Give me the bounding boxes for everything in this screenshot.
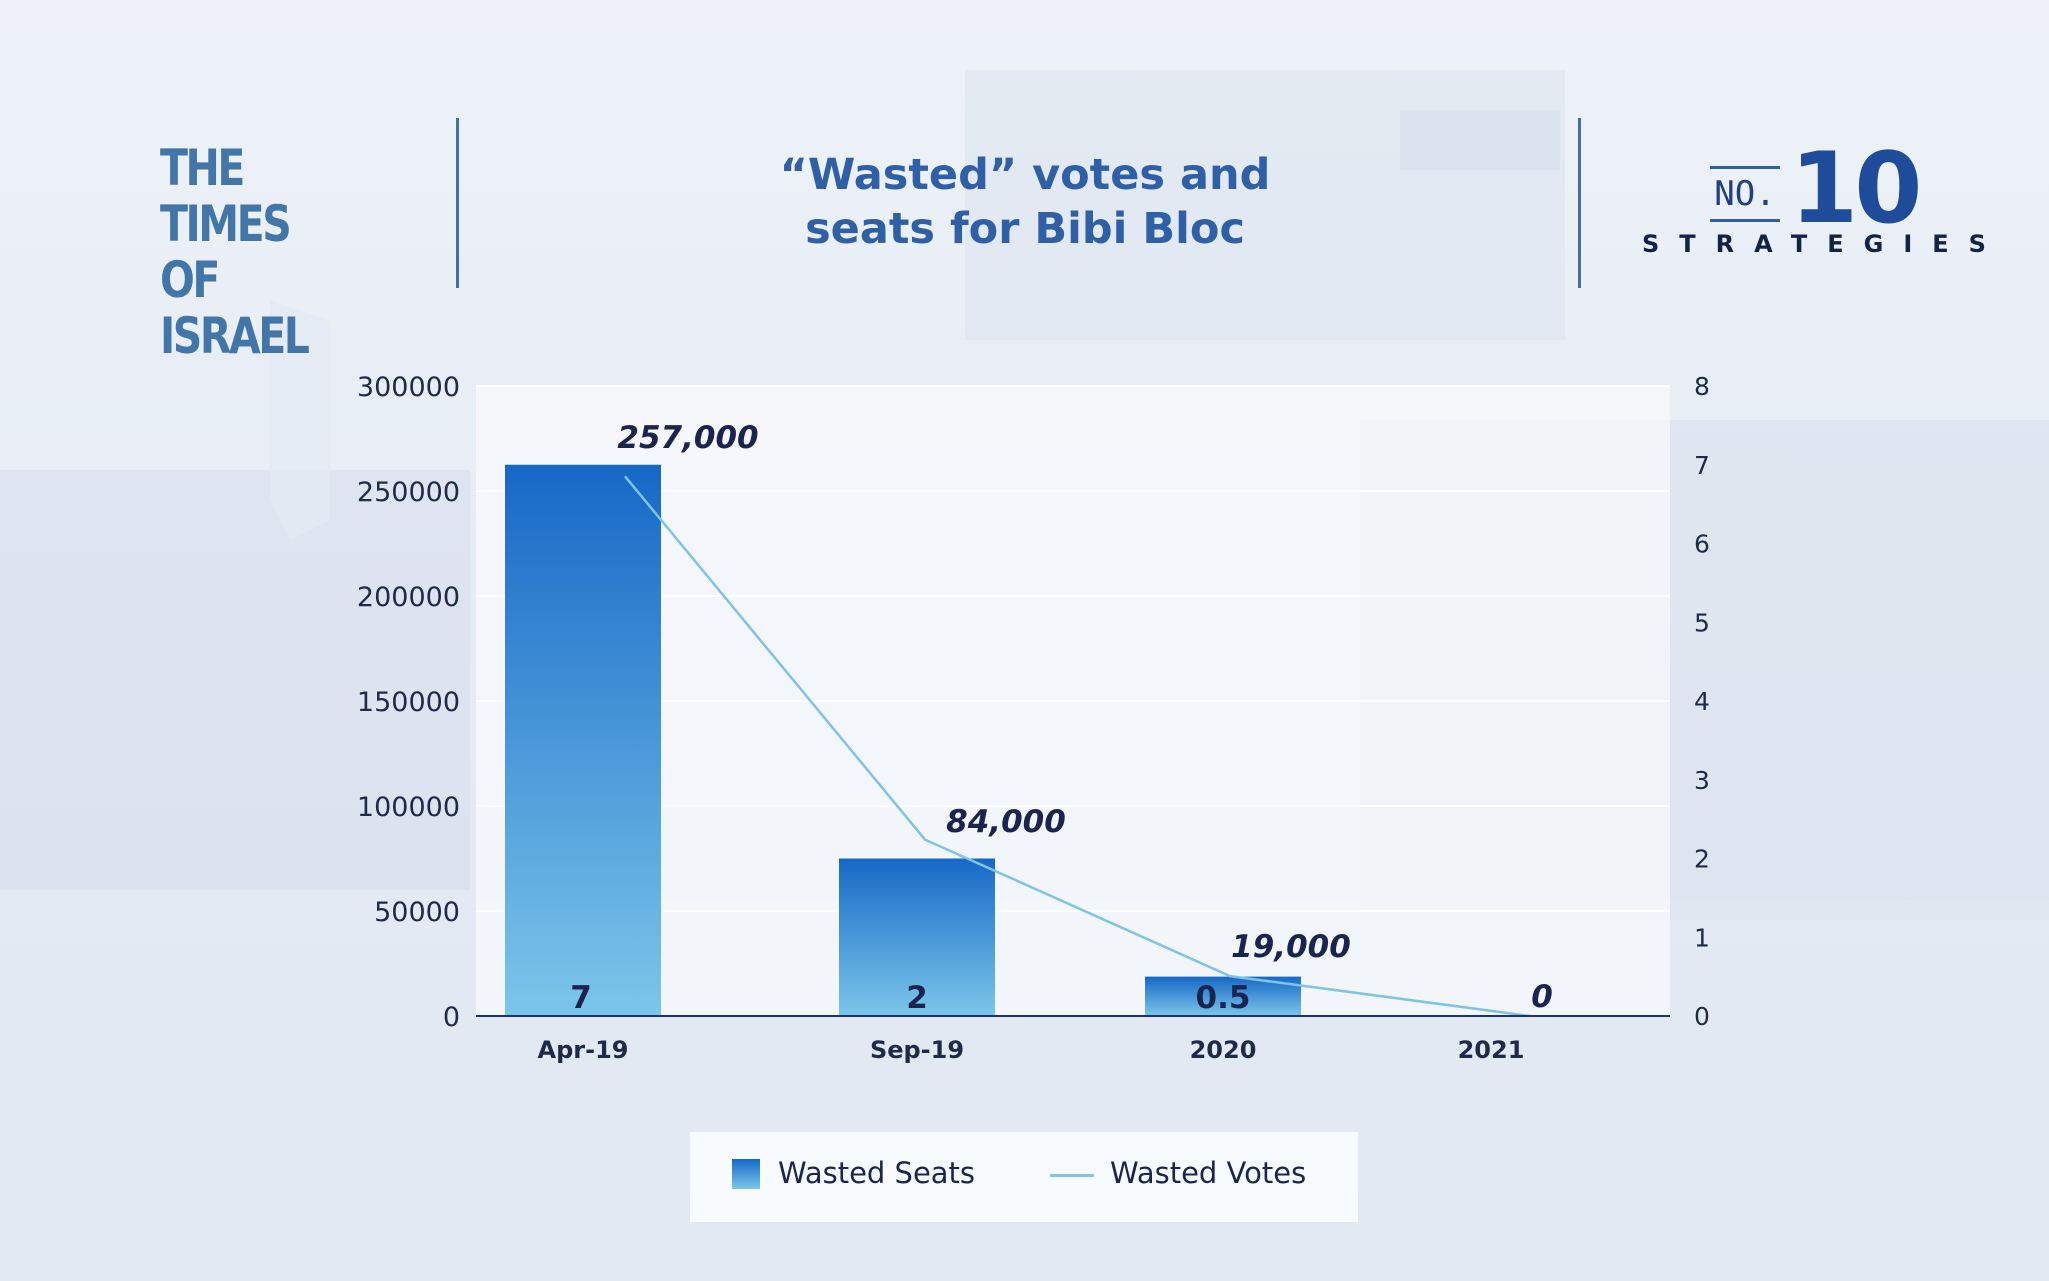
logo-line-2: OF ISRAEL <box>160 251 310 365</box>
x-tick: Sep-19 <box>870 1036 964 1064</box>
data-labels: 7 2 0.5 257,000 84,000 19,000 0 <box>570 420 1553 1016</box>
data-label-votes: 84,000 <box>946 804 1066 840</box>
header-divider-right <box>1578 118 1581 288</box>
axes: 0 50000 100000 150000 200000 250000 300000 0 1 2 3… <box>357 372 1710 1064</box>
bars <box>505 464 1301 1016</box>
y-tick-right: 8 <box>1694 372 1710 401</box>
y-tick-right: 0 <box>1694 1002 1710 1031</box>
data-label-seats: 7 <box>570 980 592 1016</box>
chart-title-line-2: seats for Bibi Bloc <box>805 204 1245 254</box>
brand-subtitle: STRATEGIES <box>1642 230 2006 258</box>
x-tick: 2020 <box>1190 1036 1257 1064</box>
bar-wasted-seats <box>839 858 995 1016</box>
votes-line <box>624 475 1531 1018</box>
logo-line-1: THE TIMES <box>160 139 292 253</box>
legend-swatch-votes <box>1050 1174 1094 1177</box>
chart-title-line-1: “Wasted” votes and <box>779 150 1271 200</box>
y-tick-right: 3 <box>1694 766 1710 795</box>
y-tick-left: 250000 <box>357 477 460 508</box>
data-label-seats: 2 <box>906 980 928 1016</box>
y-tick-left: 150000 <box>357 687 460 718</box>
y-tick-left: 100000 <box>357 792 460 823</box>
bar-wasted-seats <box>505 464 661 1016</box>
legend-swatch-seats <box>732 1159 760 1189</box>
chart-title: “Wasted” votes and seats for Bibi Bloc <box>620 148 1430 256</box>
legend-label-votes: Wasted Votes <box>1110 1156 1307 1190</box>
legend: Wasted Seats Wasted Votes <box>690 1132 1358 1222</box>
data-label-seats: 0.5 <box>1196 980 1251 1016</box>
y-tick-left: 50000 <box>374 897 460 928</box>
y-tick-right: 4 <box>1694 687 1710 716</box>
brand-number: 10 <box>1790 132 1922 246</box>
y-tick-right: 2 <box>1694 845 1710 874</box>
y-tick-left: 300000 <box>357 372 460 403</box>
x-tick: Apr-19 <box>538 1036 629 1064</box>
y-tick-left: 200000 <box>357 582 460 613</box>
brand-no: NO. <box>1710 166 1780 222</box>
data-label-votes: 0 <box>1531 979 1553 1015</box>
data-label-votes: 257,000 <box>617 420 758 456</box>
line-wasted-votes <box>624 475 1531 1018</box>
y-tick-right: 1 <box>1694 923 1710 952</box>
legend-label-seats: Wasted Seats <box>778 1156 976 1190</box>
y-tick-right: 7 <box>1694 451 1710 480</box>
no10-strategies-logo: NO. 10 STRATEGIES <box>1640 134 1986 272</box>
header-divider-left <box>456 118 459 288</box>
y-tick-right: 5 <box>1694 608 1710 637</box>
data-label-votes: 19,000 <box>1231 929 1351 965</box>
x-tick: 2021 <box>1458 1036 1525 1064</box>
y-tick-left: 0 <box>443 1002 460 1033</box>
y-tick-right: 6 <box>1694 530 1710 559</box>
times-of-israel-logo: THE TIMES OF ISRAEL <box>160 140 349 364</box>
